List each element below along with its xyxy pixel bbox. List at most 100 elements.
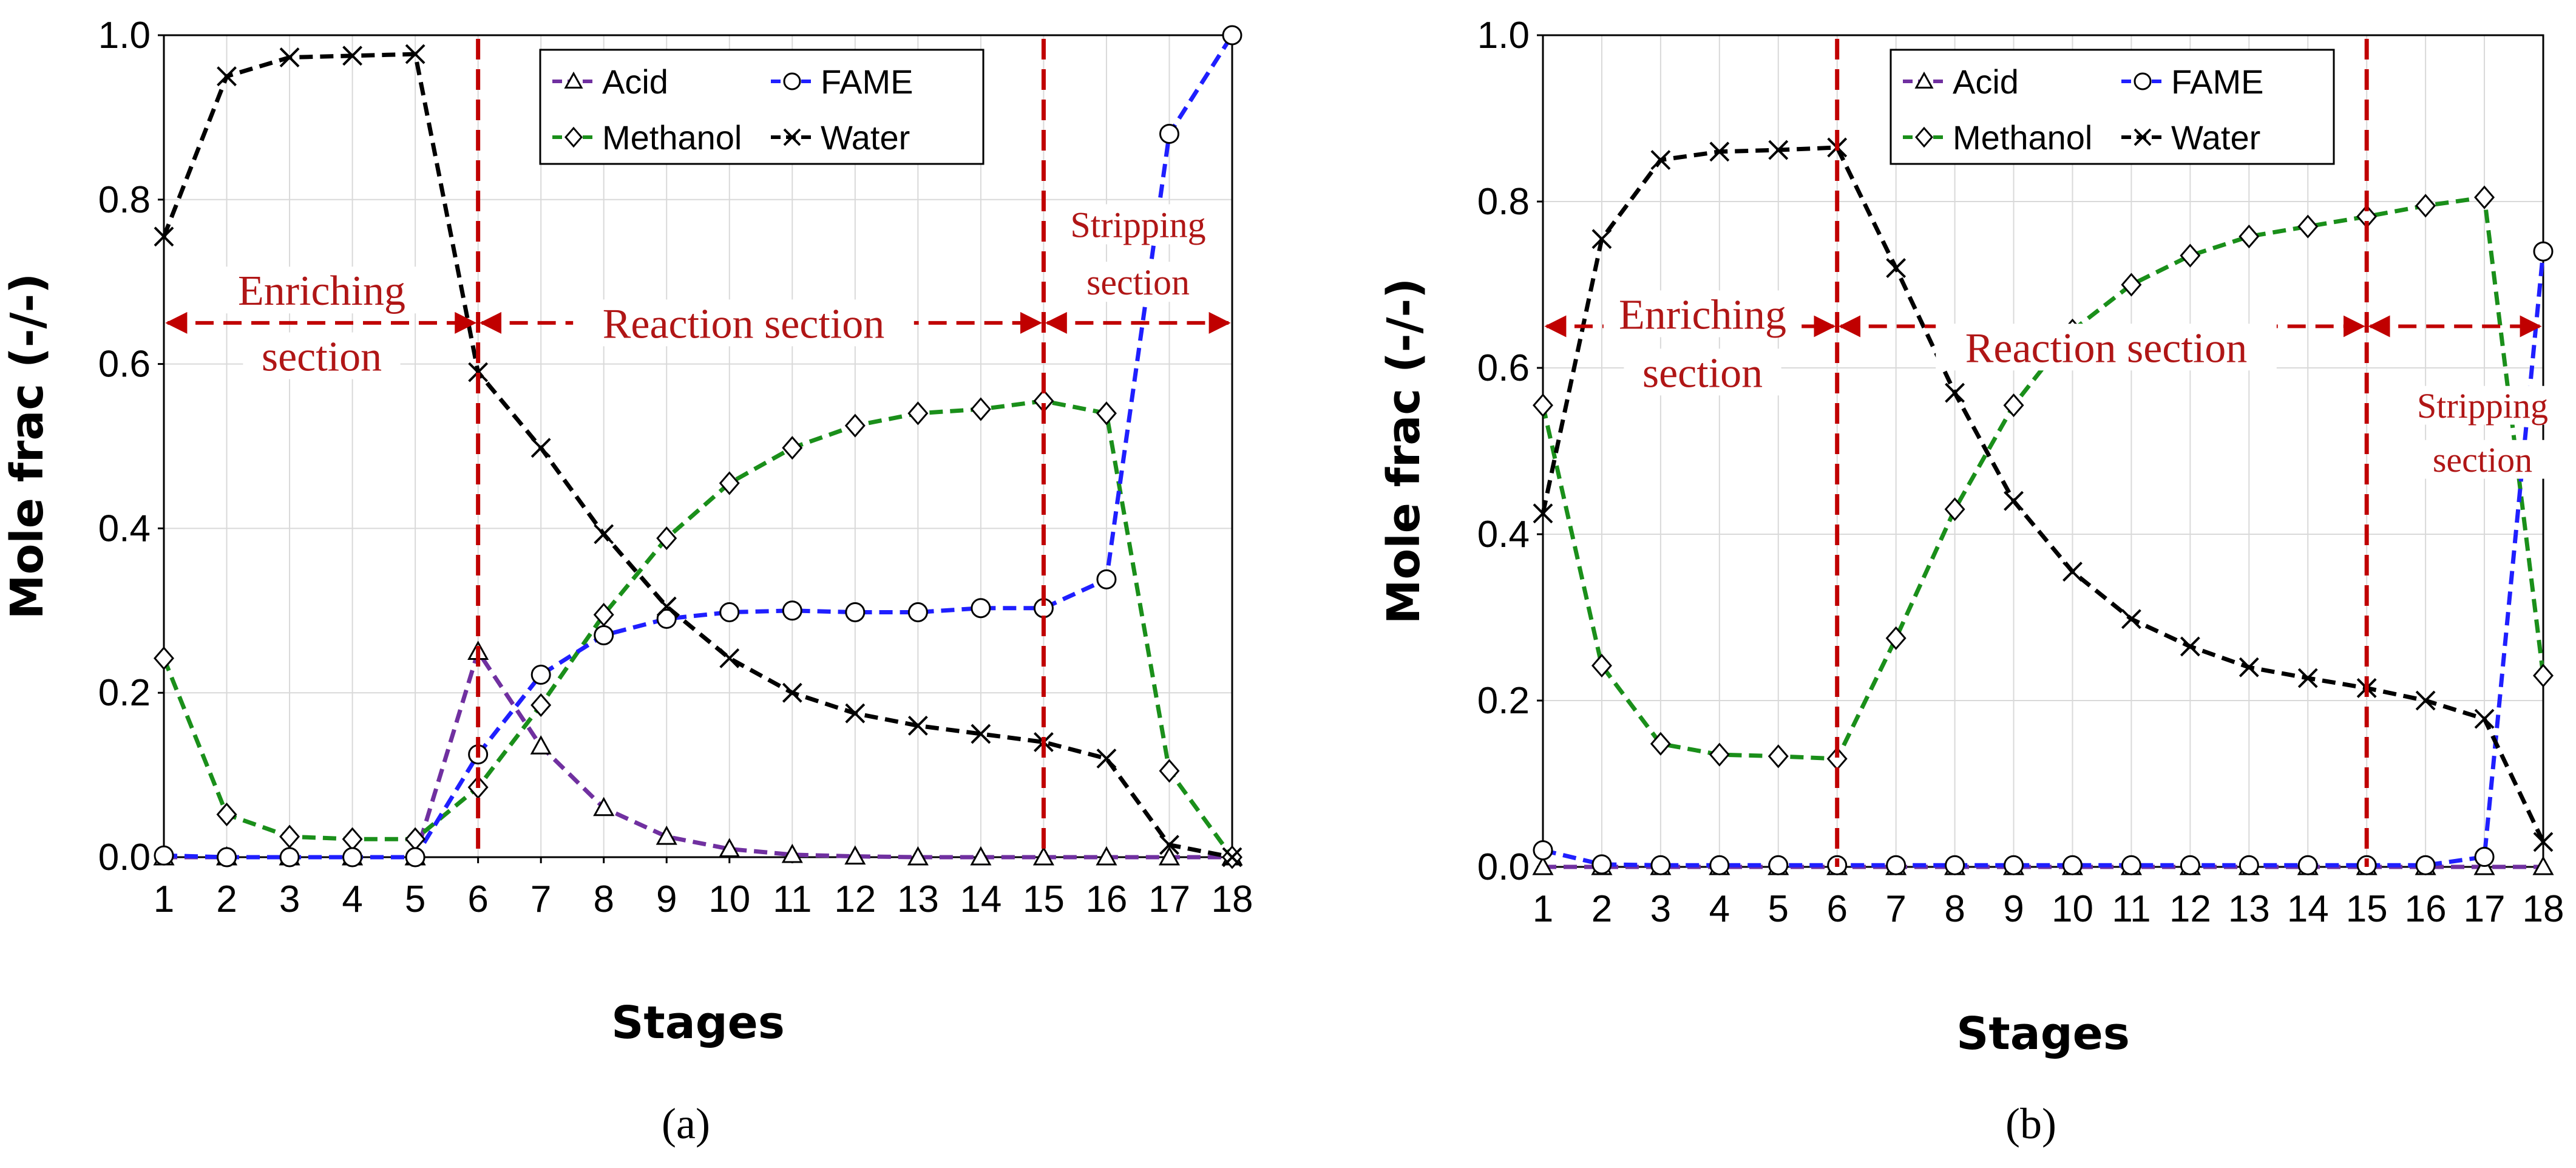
y-tick-label: 1.0 xyxy=(98,15,151,56)
data-point-methanol xyxy=(1709,742,1730,767)
data-point-water xyxy=(594,524,614,545)
section-label-stripping-line1: Stripping xyxy=(2417,386,2548,426)
section-label-background xyxy=(2399,385,2566,425)
legend xyxy=(539,49,985,165)
data-point-water xyxy=(1650,150,1671,170)
data-point-water xyxy=(2297,668,2318,688)
data-point-methanol xyxy=(1096,401,1117,426)
y-tick-label: 0.8 xyxy=(98,179,151,221)
data-point-fame xyxy=(782,600,802,621)
data-point-methanol xyxy=(2180,243,2201,268)
y-tick-label: 0.0 xyxy=(1477,846,1530,888)
x-tick-label: 9 xyxy=(656,878,677,920)
panel-a: 0.00.20.40.60.81.01 2 3 4 5 6 7 8 9 10 11 12 13 14 15 1… xyxy=(1,15,1253,1148)
x-tick-label: 3 xyxy=(1650,888,1671,930)
y-axis-label: Mole frac (-/-) xyxy=(1,273,53,619)
data-point-water xyxy=(2004,491,2024,511)
data-point-fame xyxy=(907,602,928,623)
data-point-water xyxy=(656,596,677,617)
data-point-water xyxy=(2062,562,2083,582)
data-point-methanol xyxy=(2474,185,2495,209)
data-point-acid xyxy=(2532,855,2554,875)
section-label-reaction: Reaction section xyxy=(1965,325,2248,372)
data-point-methanol xyxy=(970,397,991,421)
section-label-background xyxy=(1052,204,1224,245)
x-tick-label: 7 xyxy=(1885,888,1906,930)
data-point-fame xyxy=(1159,123,1179,144)
legend-label-methanol: Methanol xyxy=(1953,118,2092,157)
data-point-water xyxy=(1945,382,1965,403)
data-point-methanol xyxy=(2297,214,2319,239)
legend-label-methanol: Methanol xyxy=(602,118,742,157)
data-point-water xyxy=(2415,690,2436,711)
legend-label-water: Water xyxy=(821,118,910,157)
annotation-layer xyxy=(165,39,1231,857)
data-point-fame xyxy=(1533,840,1553,861)
section-label-enriching-line1: Enriching xyxy=(1619,291,1786,338)
data-point-fame xyxy=(2415,855,2436,875)
data-point-fame xyxy=(2533,241,2554,262)
data-point-fame xyxy=(719,602,740,623)
data-point-fame xyxy=(2474,847,2495,868)
data-point-water xyxy=(1159,835,1179,855)
data-point-acid xyxy=(1158,846,1181,866)
legend-marker-water xyxy=(783,128,801,146)
data-point-methanol xyxy=(279,824,300,849)
data-point-fame xyxy=(1768,855,1789,875)
data-point-water xyxy=(1709,141,1730,162)
series-line-methanol xyxy=(161,398,1234,859)
data-point-fame xyxy=(1222,25,1242,46)
data-point-methanol xyxy=(2533,664,2554,688)
legend-label-acid: Acid xyxy=(1953,63,2019,101)
data-point-fame xyxy=(971,598,991,619)
x-tick-label: 10 xyxy=(2052,888,2093,930)
data-point-methanol xyxy=(1768,744,1789,769)
x-tick-label: 16 xyxy=(1085,878,1127,920)
series-line-acid xyxy=(164,647,1232,860)
data-point-fame xyxy=(405,847,425,868)
data-point-fame xyxy=(594,625,614,645)
data-point-water xyxy=(1768,140,1789,160)
x-tick-label: 9 xyxy=(2003,888,2024,930)
section-label-background xyxy=(1603,290,1802,338)
y-tick-label: 0.2 xyxy=(98,672,151,714)
x-tick-label: 2 xyxy=(216,878,237,920)
data-point-methanol xyxy=(844,413,866,438)
data-point-methanol xyxy=(2121,273,2142,297)
y-tick-label: 0.8 xyxy=(1477,181,1530,223)
data-point-fame xyxy=(2062,855,2083,875)
legend-box xyxy=(1890,49,2335,165)
x-axis-label: Stages xyxy=(1956,1008,2130,1060)
data-point-fame xyxy=(279,847,300,868)
annotation-layer xyxy=(1544,39,2566,867)
x-tick-label: 2 xyxy=(1591,888,1612,930)
data-point-fame xyxy=(656,608,677,629)
x-tick-label: 15 xyxy=(1023,878,1065,920)
data-point-fame xyxy=(2004,855,2024,875)
data-point-water xyxy=(1591,229,1612,250)
data-point-fame xyxy=(530,664,551,685)
x-tick-label: 4 xyxy=(342,878,362,920)
data-point-fame xyxy=(154,845,174,866)
data-point-methanol xyxy=(1533,393,1553,418)
data-point-acid xyxy=(656,826,677,845)
data-point-water xyxy=(279,47,300,67)
data-point-acid xyxy=(1532,855,1554,875)
legend-marker-methanol xyxy=(564,126,583,148)
data-point-fame xyxy=(2180,855,2200,875)
section-label-enriching-line2: section xyxy=(262,334,382,381)
y-tick-label: 0.2 xyxy=(1477,680,1530,722)
x-tick-label: 6 xyxy=(1826,888,1847,930)
y-axis-label: Mole frac (-/-) xyxy=(1378,278,1430,624)
data-point-water xyxy=(468,362,489,382)
data-point-water xyxy=(342,46,363,66)
legend-label-acid: Acid xyxy=(602,63,668,101)
data-point-water xyxy=(530,438,551,458)
x-tick-label: 12 xyxy=(2169,888,2211,930)
x-tick-label: 15 xyxy=(2346,888,2388,930)
legend-marker-fame xyxy=(783,72,801,90)
series-line-fame xyxy=(163,34,1234,860)
x-tick-label: 11 xyxy=(773,878,812,920)
data-point-methanol xyxy=(907,401,929,426)
data-point-water xyxy=(1222,847,1242,868)
